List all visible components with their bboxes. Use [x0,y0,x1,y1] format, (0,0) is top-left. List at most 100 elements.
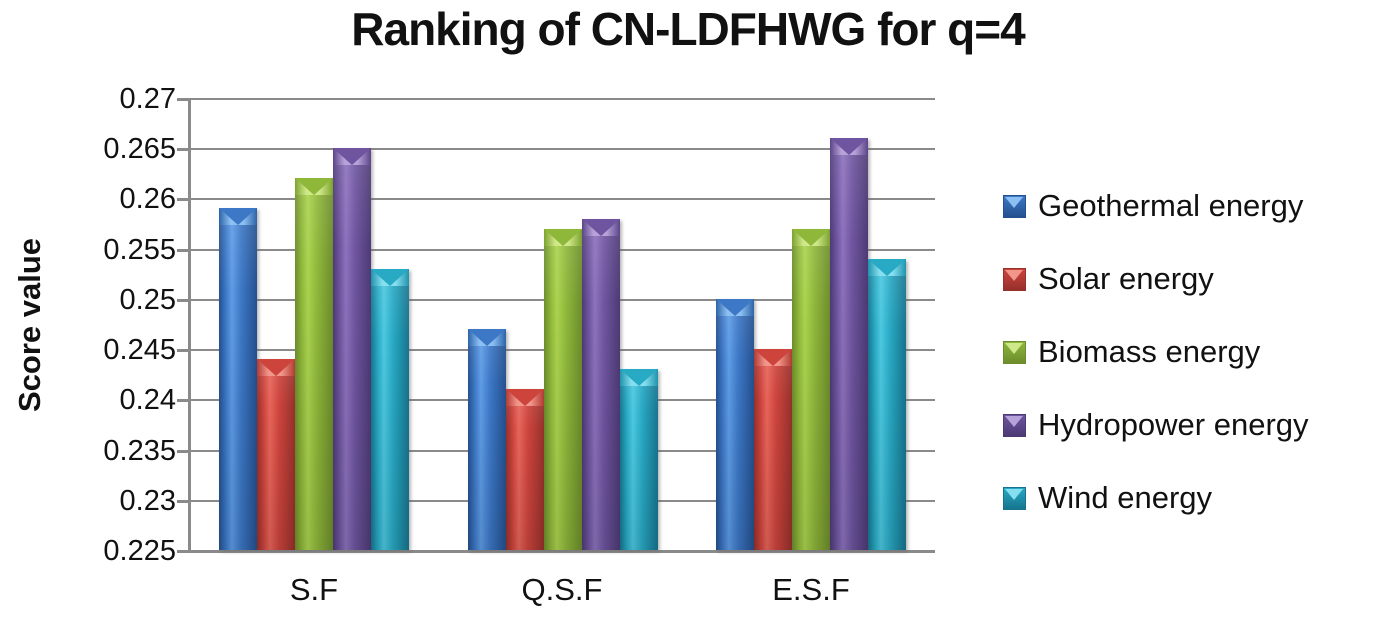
bar-top-bevel [544,229,582,246]
legend-item-solar-energy: Solar energy [1003,261,1309,297]
legend-label: Wind energy [1038,480,1213,515]
y-tick-label: 0.245 [103,334,176,366]
bar-shading [257,359,295,550]
bar-top-bevel [716,299,754,316]
legend-marker-icon [1003,194,1026,218]
bar-shading [582,219,620,550]
bar-shading [754,349,792,550]
legend-marker-icon [1003,413,1026,437]
bar-shading [716,299,754,550]
bar-shading [295,178,333,550]
bar-wind-energy-sf [371,269,409,550]
legend-marker-icon [1003,340,1026,364]
bar-top-bevel-notch [371,269,409,286]
bar-shading [506,389,544,550]
x-category-label-sf: S.F [289,572,339,607]
legend-label: Solar energy [1038,261,1214,296]
y-axis-tick [177,550,190,553]
legend-item-hydropower-energy: Hydropower energy [1003,407,1309,443]
legend-label: Biomass energy [1038,334,1261,369]
y-axis-tick [177,198,190,201]
bar-top-bevel [792,229,830,246]
bar-top-bevel [371,269,409,286]
bar-biomass-energy-sf [295,178,333,550]
legend-label: Geothermal energy [1038,188,1304,223]
bar-top-bevel-notch [506,389,544,406]
bar-top-bevel [295,178,333,195]
gridline [190,148,935,150]
bar-top-bevel [830,138,868,155]
bar-shading [830,138,868,550]
legend-item-wind-energy: Wind energy [1003,480,1309,516]
bar-hydropower-energy-sf [333,148,371,550]
bar-hydropower-energy-qsf [582,219,620,550]
gridline [190,98,935,100]
bar-top-bevel-notch [868,259,906,276]
x-category-label-esf: E.S.F [772,572,850,607]
y-tick-label: 0.225 [103,535,176,567]
gridline [190,198,935,200]
bar-wind-energy-qsf [620,369,658,550]
y-tick-label: 0.26 [119,183,176,215]
y-axis-tick [177,98,190,101]
y-tick-label: 0.235 [103,435,176,467]
bar-top-bevel-notch [582,219,620,236]
legend: Geothermal energy Solar energy Biomass ene… [1003,188,1309,516]
bar-hydropower-energy-esf [830,138,868,550]
y-axis-tick [177,399,190,402]
legend-marker-icon [1003,486,1026,510]
y-tick-label: 0.25 [119,284,176,316]
y-axis-tick [177,299,190,302]
plot-area [177,98,935,553]
y-axis-tick [177,450,190,453]
x-category-label-qsf: Q.S.F [521,572,603,607]
y-tick-label: 0.23 [119,485,176,517]
chart-title: Ranking of CN-LDFHWG for q=4 [351,3,1025,55]
bar-top-bevel-notch [754,349,792,366]
legend-marker-bevel [1005,415,1023,427]
y-axis-tick [177,349,190,352]
bar-top-bevel [333,148,371,165]
bar-shading [333,148,371,550]
y-tick-label: 0.255 [103,234,176,266]
y-tick-label: 0.265 [103,133,176,165]
y-tick-label: 0.27 [119,83,176,115]
bar-wind-energy-esf [868,259,906,550]
bar-biomass-energy-esf [792,229,830,550]
legend-label: Hydropower energy [1038,407,1309,442]
bar-top-bevel [754,349,792,366]
bar-top-bevel [219,208,257,225]
bar-shading [868,259,906,550]
bar-top-bevel [257,359,295,376]
bar-shading [468,329,506,550]
bar-shading [219,208,257,550]
bar-shading [544,229,582,550]
bar-top-bevel [506,389,544,406]
bar-top-bevel-notch [257,359,295,376]
bar-top-bevel [582,219,620,236]
x-axis-line [190,550,935,553]
bar-top-bevel-notch [830,138,868,155]
bar-geothermal-energy-qsf [468,329,506,550]
legend-marker-bevel [1005,488,1023,500]
bar-solar-energy-qsf [506,389,544,550]
y-axis-line [188,99,191,553]
bar-geothermal-energy-esf [716,299,754,550]
bar-solar-energy-sf [257,359,295,550]
legend-marker-bevel [1005,196,1023,208]
bar-top-bevel-notch [219,208,257,225]
y-axis-tick [177,500,190,503]
bar-top-bevel-notch [544,229,582,246]
bar-geothermal-energy-sf [219,208,257,550]
bar-top-bevel-notch [620,369,658,386]
bar-solar-energy-esf [754,349,792,550]
bar-top-bevel-notch [792,229,830,246]
x-axis-category-labels: S.F Q.S.F E.S.F [190,572,935,612]
legend-marker-bevel [1005,342,1023,354]
bar-top-bevel-notch [468,329,506,346]
y-axis-tick [177,148,190,151]
legend-item-geothermal-energy: Geothermal energy [1003,188,1309,224]
bar-top-bevel-notch [295,178,333,195]
bar-top-bevel [868,259,906,276]
